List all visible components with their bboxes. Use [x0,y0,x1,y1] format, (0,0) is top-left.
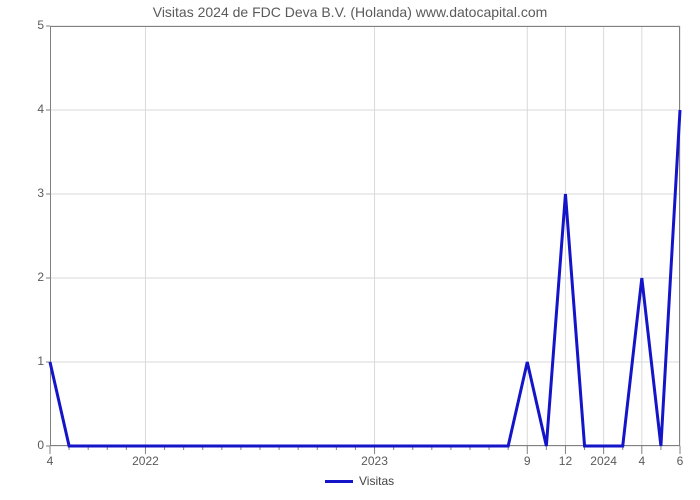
y-tick-label: 4 [37,102,44,116]
y-tick-label: 5 [37,18,44,32]
y-tick-label: 2 [37,270,44,284]
x-tick-label: 4 [638,454,645,468]
x-tick-label: 9 [524,454,531,468]
legend-label: Visitas [359,474,394,488]
y-tick-label: 0 [37,438,44,452]
chart-plot [50,26,680,486]
x-tick-label: 2024 [590,454,617,468]
legend-swatch [325,480,353,483]
x-tick-label: 6 [677,454,684,468]
y-tick-label: 3 [37,186,44,200]
x-tick-label: 4 [47,454,54,468]
x-tick-label: 12 [559,454,572,468]
y-tick-label: 1 [37,354,44,368]
chart-legend: Visitas [325,474,394,488]
x-tick-label: 2022 [132,454,159,468]
chart-title: Visitas 2024 de FDC Deva B.V. (Holanda) … [0,4,700,20]
x-tick-label: 2023 [361,454,388,468]
chart-container: Visitas 2024 de FDC Deva B.V. (Holanda) … [0,0,700,500]
